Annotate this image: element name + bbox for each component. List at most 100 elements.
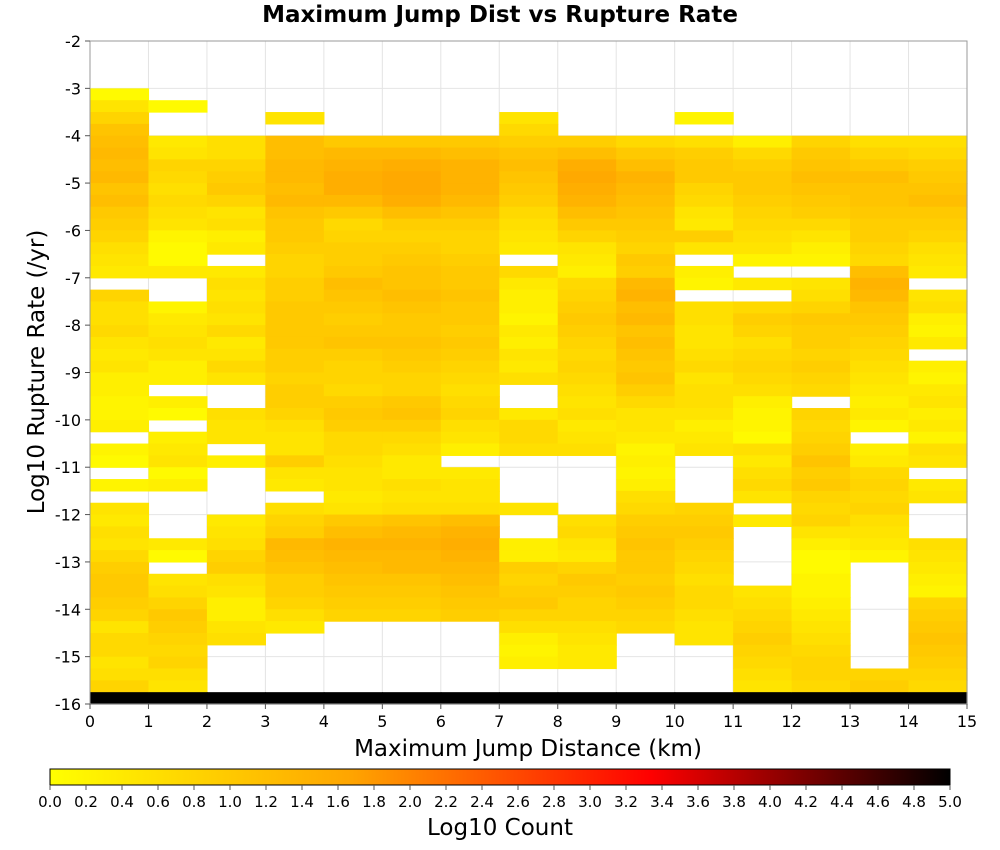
y-tick-label: -14 bbox=[55, 600, 81, 619]
heatmap-cell bbox=[90, 597, 150, 610]
y-tick-label: -2 bbox=[65, 32, 81, 51]
heatmap-cell bbox=[90, 159, 150, 172]
heatmap-cell bbox=[616, 206, 676, 220]
heatmap-cell bbox=[616, 360, 676, 374]
heatmap-cell bbox=[733, 384, 793, 397]
heatmap-cell bbox=[90, 348, 150, 362]
heatmap-cell bbox=[733, 159, 793, 172]
heatmap-cell bbox=[323, 171, 383, 184]
heatmap-cell bbox=[499, 443, 559, 456]
heatmap-cell bbox=[908, 218, 968, 232]
colorbar-tick-label: 3.6 bbox=[686, 793, 710, 811]
heatmap-cell bbox=[557, 242, 617, 255]
heatmap-cell bbox=[674, 159, 734, 172]
heatmap-cell bbox=[616, 159, 676, 172]
heatmap-cell bbox=[90, 171, 150, 184]
heatmap-cell bbox=[323, 431, 383, 445]
heatmap-cell bbox=[908, 455, 968, 468]
heatmap-cell bbox=[616, 443, 676, 456]
heatmap-cell bbox=[206, 372, 266, 385]
heatmap-cell bbox=[908, 206, 968, 220]
heatmap-cell bbox=[382, 183, 442, 196]
heatmap-cell bbox=[791, 301, 851, 314]
heatmap-cell bbox=[616, 372, 676, 385]
y-axis-label: Log10 Rupture Rate (/yr) bbox=[24, 230, 50, 515]
heatmap-cell bbox=[850, 348, 910, 362]
y-tick-label: -9 bbox=[65, 364, 81, 383]
heatmap-cell bbox=[440, 218, 500, 232]
heatmap-cell bbox=[148, 644, 208, 658]
heatmap-cell bbox=[265, 159, 325, 172]
heatmap-cell bbox=[499, 431, 559, 445]
colorbar-tick-label: 3.0 bbox=[578, 793, 602, 811]
heatmap-cell bbox=[440, 135, 500, 149]
heatmap-cell bbox=[850, 135, 910, 149]
heatmap-cell bbox=[148, 692, 208, 705]
heatmap-cell bbox=[733, 514, 793, 528]
heatmap-cell bbox=[148, 408, 208, 421]
heatmap-cell bbox=[791, 514, 851, 528]
heatmap-cell bbox=[557, 550, 617, 563]
heatmap-cell bbox=[265, 597, 325, 610]
heatmap-cell bbox=[148, 159, 208, 172]
heatmap-cell bbox=[557, 159, 617, 172]
heatmap-cell bbox=[90, 609, 150, 622]
y-tick-label: -3 bbox=[65, 79, 81, 98]
heatmap-cell bbox=[323, 597, 383, 610]
heatmap-cell bbox=[323, 194, 383, 208]
heatmap-cell bbox=[323, 692, 383, 705]
heatmap-cell bbox=[850, 230, 910, 243]
heatmap-cell bbox=[265, 325, 325, 338]
heatmap-cell bbox=[499, 194, 559, 208]
heatmap-cell bbox=[557, 360, 617, 374]
heatmap-cell bbox=[674, 621, 734, 634]
x-tick-label: 10 bbox=[664, 712, 684, 731]
heatmap-cell bbox=[616, 336, 676, 350]
heatmap-cell bbox=[323, 585, 383, 599]
heatmap-cell bbox=[616, 230, 676, 243]
heatmap-cell bbox=[616, 502, 676, 516]
heatmap-cell bbox=[616, 490, 676, 504]
heatmap-cell bbox=[90, 479, 150, 492]
heatmap-cell bbox=[323, 514, 383, 528]
heatmap-cell bbox=[440, 573, 500, 587]
heatmap-cell bbox=[616, 621, 676, 634]
heatmap-cell bbox=[733, 680, 793, 693]
heatmap-cell bbox=[323, 609, 383, 622]
heatmap-cell bbox=[733, 147, 793, 160]
colorbar-tick-label: 0.6 bbox=[146, 793, 170, 811]
heatmap-cell bbox=[323, 408, 383, 421]
heatmap-cell bbox=[616, 431, 676, 445]
heatmap-cell bbox=[791, 360, 851, 374]
heatmap-cell bbox=[791, 597, 851, 610]
heatmap-cell bbox=[206, 218, 266, 232]
heatmap-cell bbox=[557, 632, 617, 646]
heatmap-cell bbox=[674, 538, 734, 551]
heatmap-cell bbox=[674, 194, 734, 208]
heatmap-cell bbox=[382, 372, 442, 385]
heatmap-cell bbox=[440, 490, 500, 504]
heatmap-cell bbox=[206, 171, 266, 184]
heatmap-cell bbox=[265, 609, 325, 622]
heatmap-cell bbox=[90, 408, 150, 421]
heatmap-cell bbox=[733, 632, 793, 646]
heatmap-cell bbox=[674, 632, 734, 646]
heatmap-cell bbox=[733, 431, 793, 445]
colorbar-tick-label: 3.2 bbox=[614, 793, 638, 811]
heatmap-cell bbox=[323, 265, 383, 279]
heatmap-cell bbox=[850, 538, 910, 551]
y-tick-label: -4 bbox=[65, 127, 81, 146]
heatmap-cell bbox=[265, 419, 325, 433]
heatmap-cell bbox=[323, 467, 383, 480]
x-tick-label: 11 bbox=[723, 712, 743, 731]
heatmap-cell bbox=[440, 585, 500, 599]
heatmap-cell bbox=[733, 348, 793, 362]
heatmap-cell bbox=[206, 573, 266, 587]
heatmap-cell bbox=[90, 360, 150, 374]
heatmap-cell bbox=[440, 360, 500, 374]
heatmap-cell bbox=[265, 502, 325, 516]
heatmap-cell bbox=[733, 467, 793, 480]
heatmap-cell bbox=[908, 656, 968, 670]
heatmap-cell bbox=[323, 277, 383, 291]
heatmap-cell bbox=[206, 585, 266, 599]
